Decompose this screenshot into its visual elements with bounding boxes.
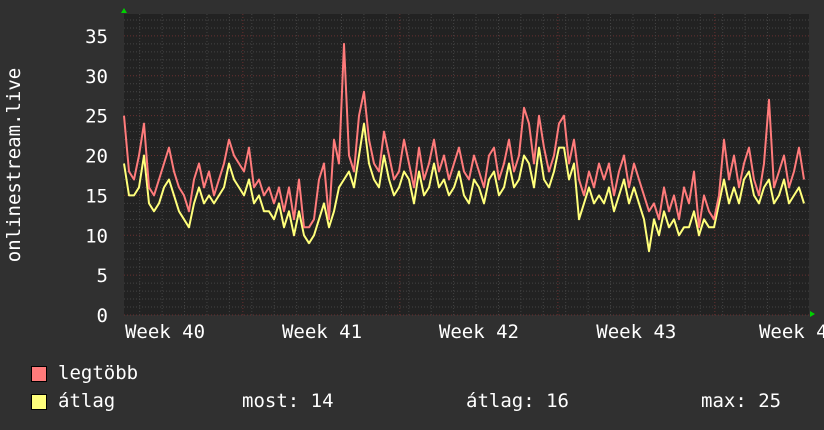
x-axis-ticks: Week 40 Week 41 Week 42 Week 43 Week 4 (125, 321, 824, 343)
y-axis-ticks: 0 5 10 15 20 25 30 35 (85, 26, 108, 327)
legend-swatch-avg (31, 394, 47, 410)
series-lines (123, 42, 805, 253)
y-tick-label: 0 (97, 305, 108, 327)
x-tick-label: Week 42 (439, 321, 519, 343)
y-axis-arrow-icon (121, 8, 127, 13)
y-tick-label: 25 (85, 106, 108, 128)
y-axis-label: onlinestream.live (3, 68, 25, 262)
series-line-max (123, 42, 805, 229)
plot-area (124, 14, 809, 315)
stat-avg: átlag: 16 (466, 390, 569, 412)
x-tick-label: Week 4 (759, 321, 824, 343)
x-axis-arrow-icon (810, 311, 815, 317)
x-tick-label: Week 40 (125, 321, 205, 343)
y-tick-label: 20 (85, 146, 108, 168)
y-tick-label: 35 (85, 26, 108, 48)
x-tick-label: Week 43 (596, 321, 676, 343)
stat-now: most: 14 (242, 390, 334, 412)
y-tick-label: 10 (85, 225, 108, 247)
legend-label-max: legtöbb (58, 362, 139, 384)
stat-max: max: 25 (701, 390, 782, 412)
legend-label-avg: átlag (58, 390, 116, 412)
y-tick-label: 5 (97, 265, 108, 287)
y-tick-label: 15 (85, 185, 108, 207)
legend-swatch-max (31, 366, 47, 382)
x-tick-label: Week 41 (282, 321, 362, 343)
grid (124, 14, 809, 316)
series-line-avg (123, 122, 805, 253)
y-tick-label: 30 (85, 66, 108, 88)
